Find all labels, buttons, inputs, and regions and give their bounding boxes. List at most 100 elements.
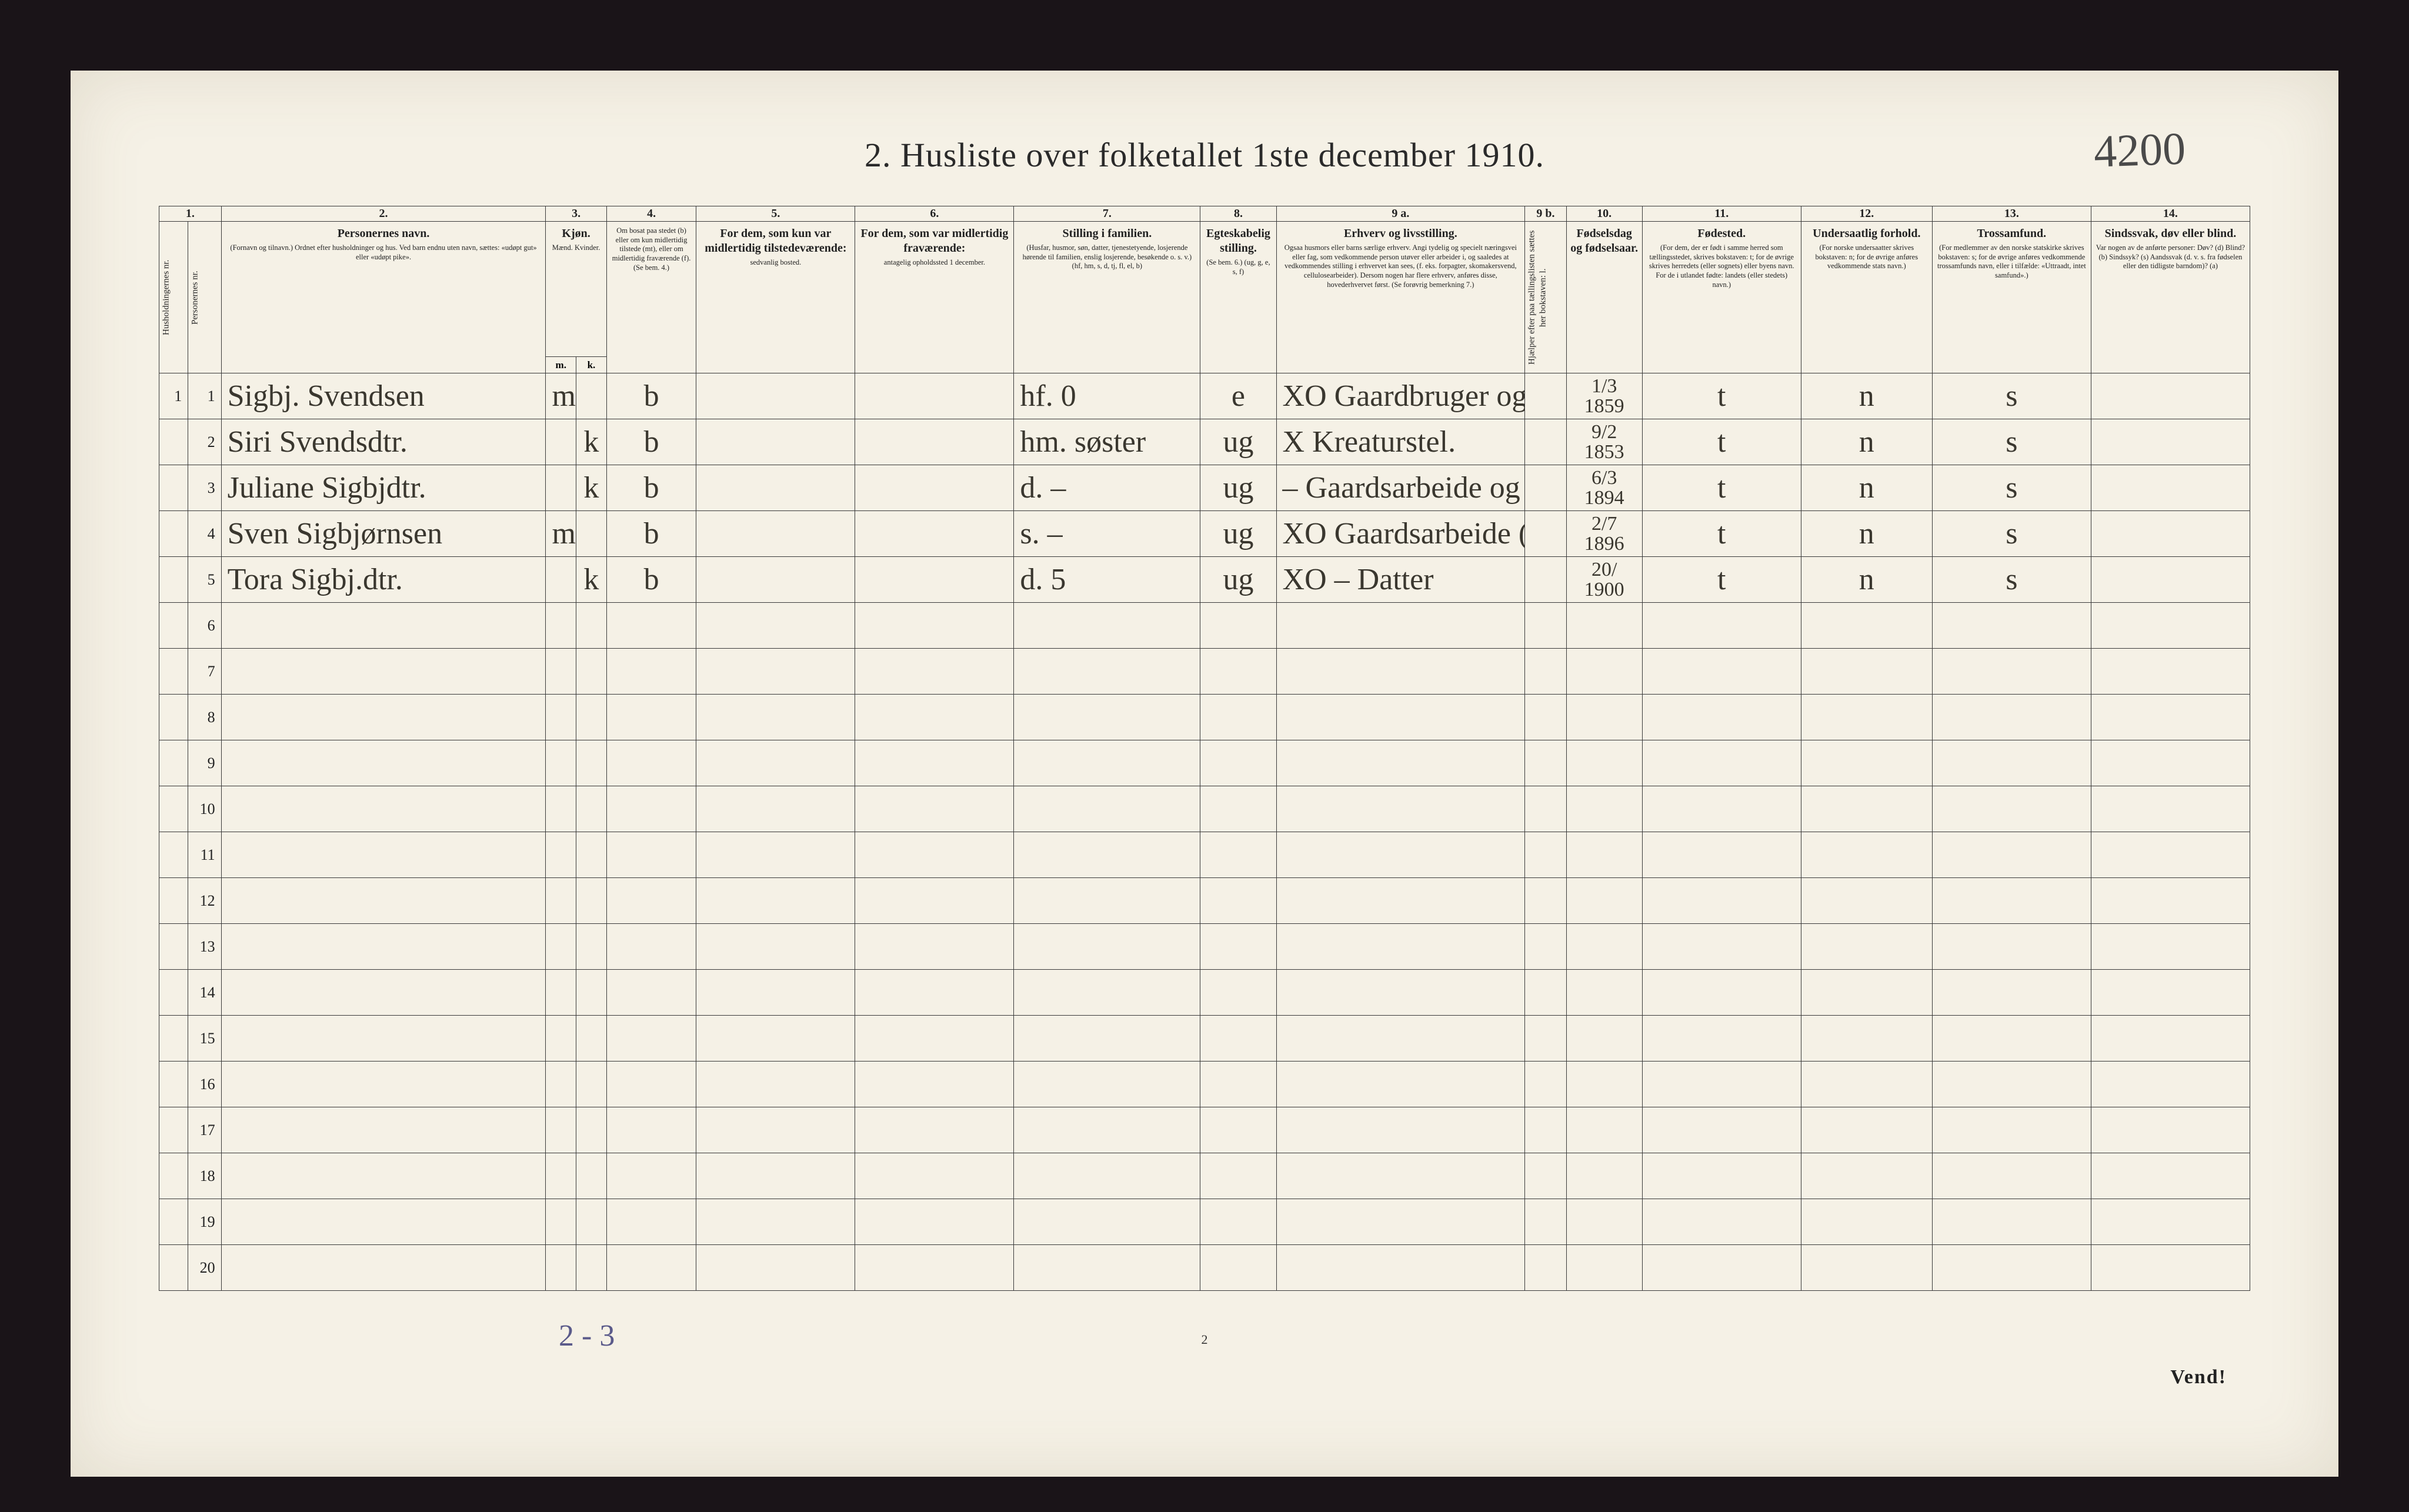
cell-empty — [1932, 924, 2091, 970]
hdr-num-13: 13. — [1932, 206, 2091, 222]
cell-empty — [1642, 970, 1801, 1016]
cell-empty — [1642, 649, 1801, 695]
cell-empty — [855, 1199, 1014, 1245]
cell-empty — [1566, 1199, 1642, 1245]
cell-empty — [2091, 786, 2250, 832]
hdr-fodested-big: Fødested. — [1646, 226, 1797, 241]
cell-empty — [1566, 832, 1642, 878]
cell-empty — [1200, 1199, 1276, 1245]
cell-empty — [2091, 1245, 2250, 1291]
cell-erhverv: XO – Datter — [1276, 557, 1525, 603]
cell-empty — [1566, 649, 1642, 695]
cell-empty — [855, 1153, 1014, 1199]
cell-empty — [546, 786, 576, 832]
cell-tilstede — [696, 373, 855, 419]
cell-empty — [576, 695, 607, 740]
cell-empty — [221, 740, 546, 786]
hdr-erhverv-big: Erhverv og livsstilling. — [1280, 226, 1522, 241]
hdr-fodested-small: (For dem, der er født i samme herred som… — [1646, 243, 1797, 289]
cell-name: Siri Svendsdtr. — [221, 419, 546, 465]
cell-empty — [1200, 832, 1276, 878]
cell-empty — [1801, 924, 1932, 970]
cell-empty — [546, 695, 576, 740]
cell-tros: s — [1932, 557, 2091, 603]
cell-empty — [1200, 970, 1276, 1016]
cell-empty — [546, 878, 576, 924]
cell-empty — [1642, 1199, 1801, 1245]
cell-empty — [606, 1016, 696, 1062]
cell-empty — [1932, 1062, 2091, 1107]
cell-empty — [1932, 878, 2091, 924]
table-row: 4Sven Sigbjørnsenmbs. –ugXO Gaardsarbeid… — [159, 511, 2250, 557]
cell-empty — [1276, 1016, 1525, 1062]
cell-empty — [1525, 603, 1566, 649]
cell-empty — [1014, 649, 1200, 695]
cell-erhverv: X Kreaturstel. — [1276, 419, 1525, 465]
cell-empty — [221, 924, 546, 970]
cell-fravaer — [855, 373, 1014, 419]
cell-empty — [1801, 832, 1932, 878]
cell-empty — [1014, 1153, 1200, 1199]
cell-familie: d. 5 — [1014, 557, 1200, 603]
cell-empty — [1932, 786, 2091, 832]
cell-sex-m: m — [546, 511, 576, 557]
cell-empty — [576, 786, 607, 832]
cell-bosat: b — [606, 511, 696, 557]
cell-empty — [1276, 832, 1525, 878]
hdr-sex: Kjøn. Mænd. Kvinder. — [546, 222, 606, 357]
cell-household-nr — [159, 1062, 188, 1107]
table-header: 1. 2. 3. 4. 5. 6. 7. 8. 9 a. 9 b. 10. 11… — [159, 206, 2250, 373]
cell-empty — [1276, 1245, 1525, 1291]
hdr-num-2: 2. — [221, 206, 546, 222]
table-body: 11Sigbj. Svendsenmbhf. 0eXO Gaardbruger … — [159, 373, 2250, 1291]
cell-sind — [2091, 511, 2250, 557]
cell-person-nr: 4 — [188, 511, 221, 557]
table-row: 2Siri Svendsdtr.kbhm. søsterugX Kreaturs… — [159, 419, 2250, 465]
cell-fravaer — [855, 419, 1014, 465]
cell-erhverv: XO Gaardbruger og Smed — [1276, 373, 1525, 419]
cell-fodested: t — [1642, 557, 1801, 603]
hdr-egte-big: Egteskabelig stilling. — [1204, 226, 1272, 256]
cell-empty — [1932, 1107, 2091, 1153]
cell-tros: s — [1932, 419, 2091, 465]
cell-empty — [1200, 740, 1276, 786]
cell-empty — [1801, 1016, 1932, 1062]
cell-name: Sven Sigbjørnsen — [221, 511, 546, 557]
hdr-num-6: 6. — [855, 206, 1014, 222]
cell-empty — [576, 603, 607, 649]
cell-empty — [2091, 740, 2250, 786]
cell-empty — [1525, 740, 1566, 786]
cell-empty — [1014, 740, 1200, 786]
cell-empty — [1014, 1062, 1200, 1107]
cell-household-nr — [159, 1245, 188, 1291]
cell-empty — [1566, 695, 1642, 740]
cell-sind — [2091, 557, 2250, 603]
cell-empty — [1014, 786, 1200, 832]
hdr-k: k. — [576, 357, 607, 373]
cell-empty — [576, 1199, 607, 1245]
cell-household-nr — [159, 695, 188, 740]
table-row: 3Juliane Sigbjdtr.kbd. –ug– Gaardsarbeid… — [159, 465, 2250, 511]
cell-empty — [696, 1107, 855, 1153]
hdr-num-11: 11. — [1642, 206, 1801, 222]
cell-empty — [855, 878, 1014, 924]
cell-empty — [696, 1062, 855, 1107]
cell-empty — [855, 695, 1014, 740]
cell-empty — [2091, 649, 2250, 695]
cell-empty — [1566, 1245, 1642, 1291]
cell-undersaat: n — [1801, 557, 1932, 603]
cell-egte: ug — [1200, 465, 1276, 511]
hdr-fodselsaar: Fødselsdag og fødselsaar. — [1566, 222, 1642, 373]
cell-empty — [2091, 970, 2250, 1016]
cell-empty — [1642, 878, 1801, 924]
cell-familie: d. – — [1014, 465, 1200, 511]
hdr-sex-small: Mænd. Kvinder. — [549, 243, 602, 253]
cell-empty — [855, 786, 1014, 832]
hdr-num-1: 1. — [159, 206, 222, 222]
cell-empty — [221, 786, 546, 832]
cell-fodselsaar: 9/2 1853 — [1566, 419, 1642, 465]
hdr-num-9a: 9 a. — [1276, 206, 1525, 222]
cell-empty — [1525, 1245, 1566, 1291]
hdr-fravaer: For dem, som var midlertidig fraværende:… — [855, 222, 1014, 373]
cell-empty — [221, 1245, 546, 1291]
